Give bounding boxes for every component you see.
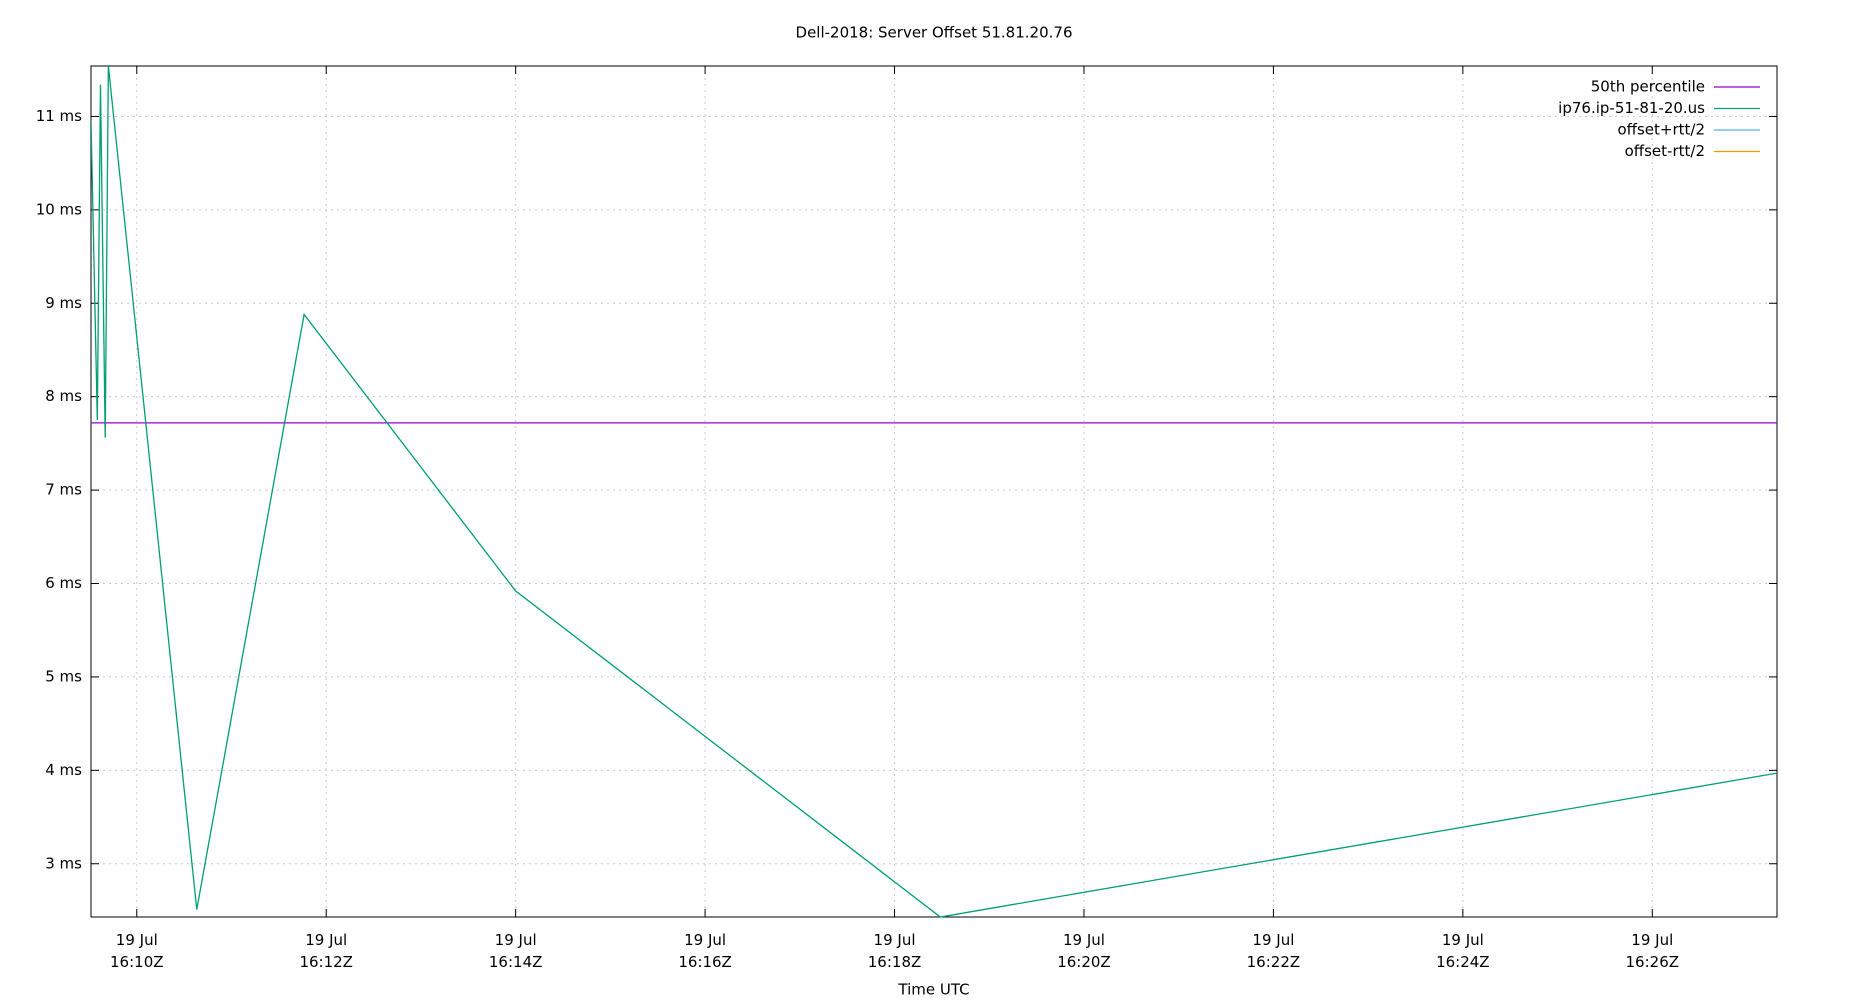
legend-label: 50th percentile (1591, 78, 1705, 96)
y-tick-label: 6 ms (45, 574, 82, 592)
plot-frame (90, 65, 1778, 918)
y-tick-label: 10 ms (36, 200, 82, 218)
x-tick-label: 19 Jul 16:10Z (110, 931, 164, 971)
y-tick-label: 11 ms (36, 107, 82, 125)
legend-label: ip76.ip-51-81-20.us (1558, 99, 1705, 117)
y-tick-label: 7 ms (45, 481, 82, 499)
series-line (91, 65, 1777, 918)
y-tick-label: 5 ms (45, 667, 82, 685)
legend-label: offset+rtt/2 (1617, 121, 1705, 139)
x-tick-label: 19 Jul 16:26Z (1626, 931, 1680, 971)
x-axis-label: Time UTC (897, 981, 969, 999)
x-tick-label: 19 Jul 16:24Z (1436, 931, 1490, 971)
x-tick-label: 19 Jul 16:16Z (678, 931, 732, 971)
chart-title: Dell-2018: Server Offset 51.81.20.76 (796, 24, 1073, 42)
x-tick-label: 19 Jul 16:14Z (489, 931, 543, 971)
y-tick-label: 8 ms (45, 387, 82, 405)
x-tick-label: 19 Jul 16:12Z (299, 931, 353, 971)
y-tick-label: 4 ms (45, 761, 82, 779)
y-tick-label: 9 ms (45, 294, 82, 312)
x-tick-label: 19 Jul 16:22Z (1247, 931, 1301, 971)
y-tick-label: 3 ms (45, 854, 82, 872)
legend-label: offset-rtt/2 (1625, 142, 1705, 160)
x-tick-label: 19 Jul 16:20Z (1057, 931, 1111, 971)
x-tick-label: 19 Jul 16:18Z (868, 931, 922, 971)
